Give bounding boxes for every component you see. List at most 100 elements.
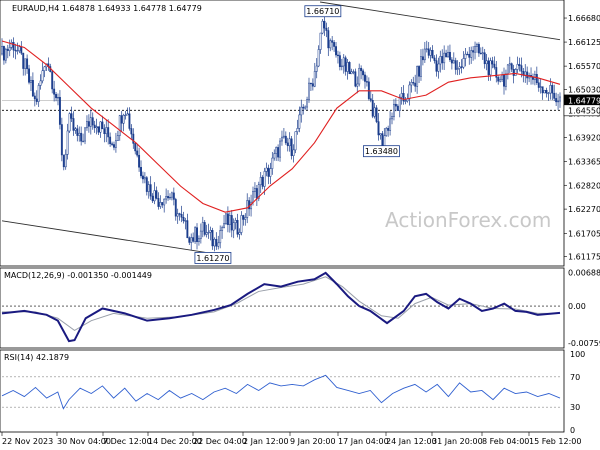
candle-body [219,230,222,244]
candle-body [86,121,88,129]
candle-body [476,44,478,47]
candle-body [60,124,63,156]
candle-body [248,200,251,210]
candle-body [35,98,38,102]
price-axis-label: 1.61705 [568,230,600,239]
candle-body [157,198,160,207]
candle-body [255,188,258,199]
macd-main-line [1,271,561,343]
rsi-axis-label: 0 [570,426,575,435]
candle-body [365,81,368,83]
candle-body [452,60,455,64]
candle-body [506,64,509,75]
price-axis-label: 1.65030 [568,86,600,95]
candle-body [391,116,393,120]
candle-body [240,215,243,233]
candle-body [443,52,446,64]
candle-body [499,79,502,82]
candle-body [228,215,231,225]
candle-body [344,57,347,72]
candle-body [549,85,552,94]
candle-body [261,176,264,187]
candle-body [317,49,320,67]
candle-body [288,138,291,147]
candle-body [362,70,365,76]
candle-body [257,184,260,199]
candle-body [497,77,500,82]
candle-body [454,60,457,70]
candle-body [491,60,494,65]
candle-body [33,95,36,100]
candle-body [141,175,144,180]
candle-body [215,238,218,247]
annotation-box [304,5,342,18]
candle-body [296,128,299,132]
candle-body [445,52,448,58]
candle-body [105,127,108,135]
candle-body [132,133,135,144]
candle-body [306,99,309,108]
candle-body [124,114,127,117]
candle-body [130,128,133,135]
candle-body [321,20,324,34]
candle-body [464,53,467,59]
candle-body [4,48,7,61]
candle-body [12,42,15,51]
candle-body [149,184,152,197]
candle-body [58,96,61,125]
time-axis-label: 31 Jan 20:00 [432,437,483,446]
candle-body [510,63,513,70]
candle-body [327,30,330,49]
annotation-box [194,252,232,264]
candle-body [145,177,148,192]
candle-body [236,220,239,235]
candle-body [394,103,397,107]
candle-body [340,65,343,68]
candle-body [57,96,59,99]
candle-body [294,131,297,151]
level-price-label: 1.64550 [568,106,600,115]
candle-body [460,66,463,68]
candle-body [226,213,229,225]
candle-body [462,58,465,68]
candle-body [225,213,227,224]
candle-body [80,132,83,142]
candle-body [126,113,129,116]
time-axis-label: 22 Dec 04:00 [193,437,247,446]
candle-body [151,195,154,202]
candle-body [221,227,224,231]
price-axis-label: 1.66680 [568,14,600,23]
rsi-layer [1,374,561,410]
candle-body [520,65,523,72]
candle-body [120,115,123,124]
candle-body [421,56,424,61]
candle-body [170,192,173,198]
candle-body [93,124,96,129]
candle-body [279,140,281,158]
candle-body [338,55,341,68]
price-axis-label: 1.61175 [568,253,600,262]
candle-body [2,46,5,61]
candle-body [253,188,256,192]
rsi-panel-title: RSI(14) 42.1879 [4,353,69,362]
candle-body [514,69,517,76]
time-axis-label: 30 Nov 04:00 [57,437,111,446]
candle-body [304,106,307,109]
candle-body [167,196,169,199]
candle-body [481,52,484,55]
candle-body [427,48,430,56]
candle-body [383,135,386,147]
candle-body [263,171,266,187]
candle-body [53,88,56,95]
rsi-line [1,374,561,410]
candle-body [448,51,451,61]
candle-body [111,143,114,145]
candle-body [91,117,94,126]
candle-body [31,80,34,97]
candle-body [557,100,560,103]
candle-body [184,220,187,222]
candle-body [176,213,179,217]
candle-body [364,74,366,82]
candle-body [68,113,71,132]
candle-body [51,71,54,90]
